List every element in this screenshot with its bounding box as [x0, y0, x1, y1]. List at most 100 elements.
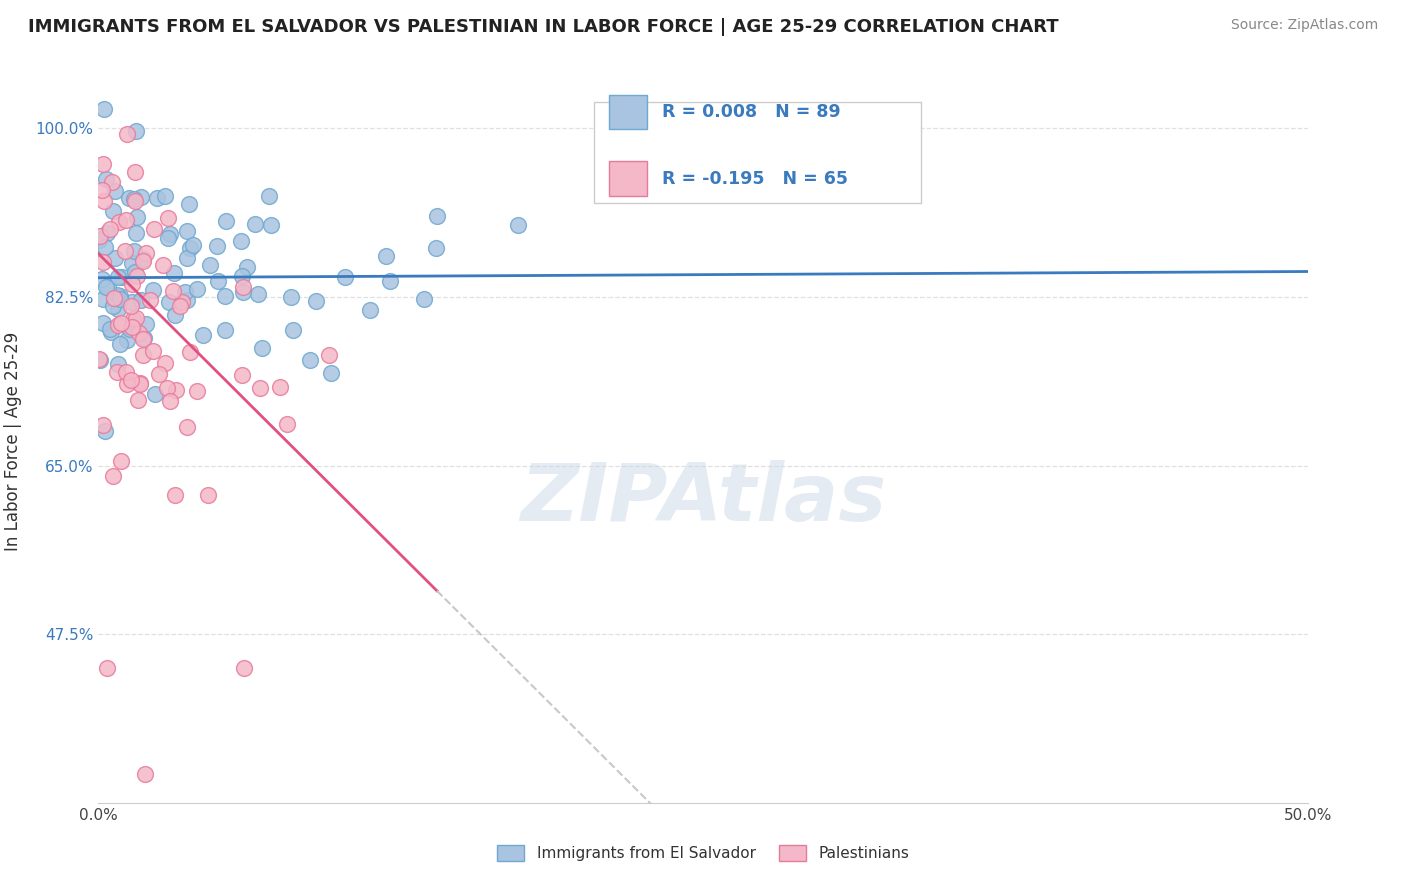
Point	[157, 231, 180, 245]
Point	[101, 299, 124, 313]
Point	[121, 320, 143, 334]
Point	[156, 381, 179, 395]
Text: R = -0.195   N = 65: R = -0.195 N = 65	[662, 169, 848, 187]
Point	[87, 233, 110, 247]
Point	[115, 127, 138, 141]
FancyBboxPatch shape	[609, 95, 647, 129]
Point	[132, 253, 155, 268]
Point	[142, 344, 165, 359]
Point	[333, 269, 356, 284]
Point	[121, 277, 143, 291]
Point	[91, 157, 114, 171]
Point	[110, 454, 132, 468]
Point	[115, 212, 138, 227]
Point	[100, 325, 122, 339]
Point	[318, 348, 340, 362]
Point	[193, 327, 215, 342]
Point	[176, 420, 198, 434]
Point	[139, 293, 162, 307]
Point	[101, 468, 124, 483]
Point	[118, 191, 141, 205]
Point	[231, 269, 253, 284]
Point	[125, 124, 148, 138]
Point	[305, 293, 328, 308]
Y-axis label: In Labor Force | Age 25-29: In Labor Force | Age 25-29	[4, 332, 21, 551]
Point	[91, 254, 114, 268]
Point	[110, 269, 132, 284]
Point	[249, 381, 271, 395]
Point	[159, 394, 181, 409]
Point	[93, 102, 115, 116]
Point	[125, 226, 148, 240]
Point	[250, 341, 273, 355]
Point	[93, 194, 115, 209]
Point	[117, 377, 139, 392]
FancyBboxPatch shape	[609, 161, 647, 196]
Point	[115, 365, 138, 379]
Point	[90, 272, 112, 286]
Point	[94, 172, 117, 186]
Point	[177, 196, 200, 211]
Point	[105, 366, 128, 380]
Point	[425, 241, 447, 255]
Point	[153, 189, 176, 203]
Point	[120, 299, 142, 313]
Point	[162, 284, 184, 298]
Point	[319, 366, 342, 380]
Point	[163, 266, 186, 280]
Point	[165, 487, 187, 501]
Point	[129, 190, 152, 204]
Text: ZIPAtlas: ZIPAtlas	[520, 460, 886, 539]
Point	[104, 184, 127, 198]
Point	[148, 368, 170, 382]
Point	[281, 323, 304, 337]
Point	[124, 194, 146, 208]
Point	[122, 244, 145, 259]
Point	[165, 383, 187, 397]
Point	[152, 258, 174, 272]
Point	[91, 316, 114, 330]
Point	[97, 280, 120, 294]
Point	[159, 227, 181, 242]
Point	[108, 215, 131, 229]
Point	[87, 352, 110, 367]
Point	[103, 291, 125, 305]
Point	[132, 330, 155, 344]
Point	[205, 239, 228, 253]
Point	[100, 221, 122, 235]
Point	[426, 209, 449, 223]
Point	[142, 283, 165, 297]
Point	[124, 265, 146, 279]
Point	[129, 376, 152, 390]
Point	[131, 252, 153, 267]
FancyBboxPatch shape	[595, 102, 921, 203]
Point	[186, 384, 208, 399]
Point	[132, 348, 155, 362]
Point	[107, 301, 129, 316]
Point	[231, 368, 253, 382]
Point	[378, 274, 401, 288]
Point	[129, 377, 152, 392]
Point	[413, 292, 436, 306]
Point	[142, 221, 165, 235]
Point	[107, 318, 129, 332]
Point	[359, 302, 381, 317]
Point	[156, 211, 179, 226]
Point	[197, 487, 219, 501]
Point	[176, 293, 198, 308]
Point	[146, 191, 169, 205]
Text: Source: ZipAtlas.com: Source: ZipAtlas.com	[1230, 18, 1378, 32]
Point	[236, 260, 259, 274]
Point	[94, 240, 117, 254]
Point	[117, 333, 139, 347]
Point	[232, 661, 254, 675]
Point	[174, 285, 197, 300]
Point	[276, 417, 298, 431]
Point	[125, 269, 148, 284]
Point	[120, 321, 142, 335]
Point	[94, 424, 117, 438]
Point	[247, 286, 270, 301]
Point	[298, 352, 321, 367]
Point	[243, 217, 266, 231]
Point	[135, 246, 157, 260]
